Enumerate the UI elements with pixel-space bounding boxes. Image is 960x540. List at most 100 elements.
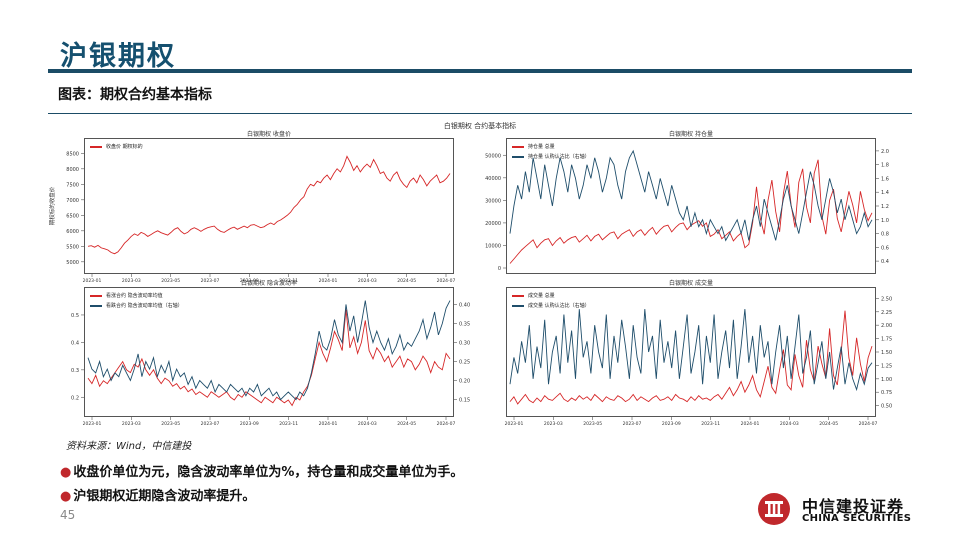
y-tick-label: 7500 — [66, 182, 79, 188]
x-tick-label: 2023-07 — [201, 421, 220, 427]
legend-entry: 成交量 总量 — [512, 291, 590, 301]
chart-legend: 持仓量 总量持仓量 认购认沽比（右轴） — [512, 142, 590, 162]
bullet-text: 沪银期权近期隐含波动率提升。 — [73, 489, 256, 504]
x-tick-label: 2023-09 — [240, 278, 259, 284]
x-tick-label: 2023-01 — [83, 278, 102, 284]
x-tick-label: 2023-09 — [240, 421, 259, 427]
page-title: 沪银期权 — [60, 41, 176, 72]
legend-swatch — [512, 295, 524, 297]
y2-tick-label: 0.6 — [881, 245, 889, 251]
chart-canvas: 5000 5500 6000 6500 7000 7500 8000 8500 2023-01 2… — [48, 151, 456, 284]
caption-divider — [48, 113, 912, 114]
x-tick-label: 2024-05 — [397, 278, 416, 284]
y2-tick-label: 1.2 — [881, 204, 889, 210]
bullet-text: 收盘价单位为元，隐含波动率单位为%，持仓量和成交量单位为手。 — [73, 465, 464, 480]
y-tick-label: 30000 — [485, 198, 501, 204]
x-tick-label: 2023-01 — [505, 421, 524, 427]
y2-tick-label: 0.50 — [881, 404, 892, 410]
legend-entry: 持仓量 认购认沽比（右轴） — [512, 152, 590, 162]
x-tick-label: 2024-03 — [780, 421, 799, 427]
chart-legend: 成交量 总量成交量 认购认沽比（右轴） — [512, 291, 590, 311]
y-tick-label: 0.4 — [71, 340, 79, 346]
x-tick-label: 2024-07 — [437, 278, 456, 284]
y2-tick-label: 1.6 — [881, 176, 889, 182]
bullet-point: ● 收盘价单位为元，隐含波动率单位为%，持仓量和成交量单位为手。 — [60, 461, 463, 480]
x-tick-label: 2023-11 — [279, 278, 298, 284]
series-line — [87, 300, 451, 401]
source-note: 资料来源：Wind，中信建投 — [66, 441, 192, 452]
series-line — [87, 155, 451, 255]
x-tick-label: 2024-01 — [319, 278, 338, 284]
x-tick-label: 2023-05 — [161, 278, 180, 284]
y2-tick-label: 1.25 — [881, 363, 892, 369]
logo-name-cn: 中信建投证券 — [802, 497, 905, 516]
y2-tick-label: 0.8 — [881, 232, 889, 238]
chart-volume: 白银期权 成交量 0.50 0.75 1.00 1.25 1.50 1.75 2.00 2.2… — [505, 280, 893, 427]
y-tick-label: 20000 — [485, 221, 501, 227]
y-tick-label: 0.2 — [71, 395, 79, 401]
legend-entry: 持仓量 总量 — [512, 142, 590, 152]
y2-tick-label: 0.4 — [881, 259, 889, 265]
y-tick-label: 8500 — [66, 151, 79, 157]
chart-title: 白银期权 收盘价 — [247, 131, 291, 138]
y2-tick-label: 0.15 — [459, 398, 470, 404]
y2-tick-label: 1.0 — [881, 218, 889, 224]
x-tick-label: 2024-03 — [358, 278, 377, 284]
legend-swatch — [512, 156, 524, 158]
y2-tick-label: 0.20 — [459, 379, 470, 385]
x-tick-label: 2023-09 — [662, 421, 681, 427]
y2-tick-label: 1.75 — [881, 337, 892, 343]
y-tick-label: 50000 — [485, 153, 501, 159]
legend-label: 成交量 认购认沽比（右轴） — [528, 303, 590, 309]
page-number: 45 — [60, 508, 76, 522]
legend-swatch — [90, 146, 102, 148]
y2-tick-label: 2.25 — [881, 310, 892, 316]
y-tick-label: 0.3 — [71, 368, 79, 374]
chart-legend: 看涨合约 隐含波动率均值看跌合约 隐含波动率均值（右轴） — [90, 291, 183, 311]
y2-tick-label: 1.4 — [881, 190, 889, 196]
y-tick-label: 40000 — [485, 176, 501, 182]
legend-entry: 看跌合约 隐含波动率均值（右轴） — [90, 301, 183, 311]
chart-title: 白银期权 隐含波动率 — [241, 280, 297, 287]
chart-canvas: 0.2 0.3 0.4 0.5 0.15 0.20 0.25 0.30 0.35 0.40 2023… — [71, 300, 470, 427]
y-tick-label: 7000 — [66, 198, 79, 204]
x-tick-label: 2024-03 — [358, 421, 377, 427]
y-tick-label: 5500 — [66, 244, 79, 250]
figure-caption: 图表：期权合约基本指标 — [58, 87, 212, 103]
x-tick-label: 2024-05 — [819, 421, 838, 427]
chart-open-interest: 白银期权 持仓量 0 10000 20000 30000 40000 50000 0.4 0.… — [485, 131, 889, 274]
chart-close-price: 白银期权 收盘价 5000 5500 6000 6500 7000 7500 8000 850… — [48, 131, 456, 284]
y2-tick-label: 0.30 — [459, 340, 470, 346]
x-tick-label: 2024-07 — [859, 421, 878, 427]
bullet-point: ● 沪银期权近期隐含波动率提升。 — [60, 485, 255, 504]
y-tick-label: 10000 — [485, 243, 501, 249]
y2-tick-label: 0.35 — [459, 321, 470, 327]
x-tick-label: 2023-11 — [279, 421, 298, 427]
y-tick-label: 8000 — [66, 167, 79, 173]
x-tick-label: 2024-07 — [437, 421, 456, 427]
y2-tick-label: 1.00 — [881, 377, 892, 383]
series-line — [509, 309, 873, 392]
x-tick-label: 2023-03 — [122, 278, 141, 284]
logo-name-en: CHINA SECURITIES — [802, 513, 912, 524]
x-tick-label: 2023-03 — [122, 421, 141, 427]
figure-title: 白银期权 合约基本指标 — [443, 122, 517, 130]
x-tick-label: 2023-11 — [701, 421, 720, 427]
y-tick-label: 5000 — [66, 260, 79, 266]
series-line — [87, 309, 451, 407]
title-divider — [48, 69, 912, 73]
legend-label: 看涨合约 隐含波动率均值 — [106, 293, 163, 299]
bullet-dot-icon: ● — [60, 489, 72, 504]
x-tick-label: 2024-01 — [319, 421, 338, 427]
x-tick-label: 2023-03 — [544, 421, 563, 427]
x-tick-label: 2023-07 — [623, 421, 642, 427]
legend-swatch — [512, 305, 524, 307]
y2-tick-label: 0.25 — [459, 360, 470, 366]
y-tick-label: 6000 — [66, 229, 79, 235]
y2-tick-label: 1.50 — [881, 350, 892, 356]
chart-title: 白银期权 持仓量 — [669, 131, 713, 138]
legend-label: 持仓量 认购认沽比（右轴） — [528, 154, 590, 160]
y2-tick-label: 2.50 — [881, 296, 892, 302]
y2-tick-label: 2.00 — [881, 323, 892, 329]
y-tick-label: 0 — [498, 266, 501, 272]
